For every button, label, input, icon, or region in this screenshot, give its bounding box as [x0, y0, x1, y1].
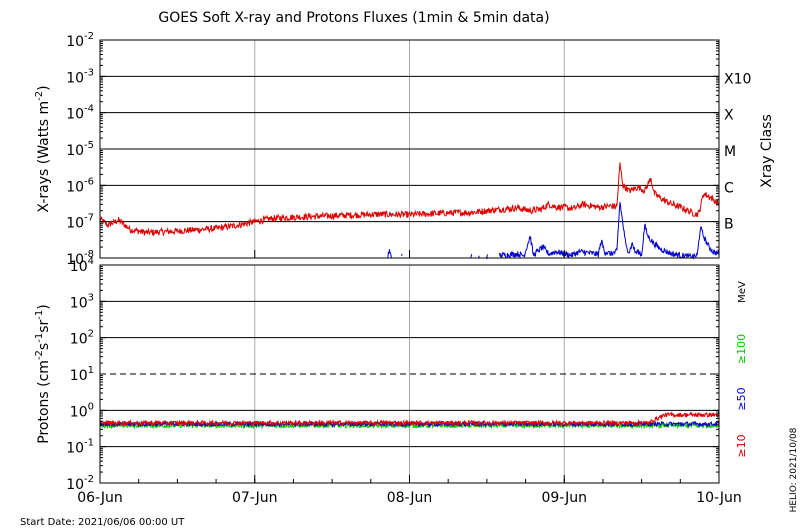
proton-ylabel-sr: sr: [36, 319, 52, 332]
xray-y-tick-label: 10-6: [66, 176, 94, 195]
proton-panel: 10-2 10-1 100 101 102 103 104 06-Jun 07-Jun 08-J…: [34, 250, 748, 506]
x-tick-label: 07-Jun: [232, 490, 278, 506]
proton-y-tick-label: 104: [70, 256, 94, 275]
chart-title: GOES Soft X-ray and Protons Fluxes (1min…: [158, 10, 549, 26]
proton-y-tick-label: 102: [70, 329, 94, 348]
x-tick-label: 09-Jun: [541, 490, 587, 506]
proton-gridlines: [100, 265, 719, 483]
proton-ylabel-exp1: -2: [34, 350, 45, 360]
proton-ylabel-close: ): [36, 304, 52, 309]
proton-y-tick-label: 103: [70, 292, 94, 311]
proton-ylabel-s: s: [36, 343, 52, 350]
proton-series: [99, 411, 720, 430]
xray-y-ticks: 10-8 10-7 10-6 10-5 10-4 10-3 10-2: [66, 31, 719, 268]
xray-series: [99, 162, 720, 260]
xray-gridlines: [100, 40, 719, 258]
proton-y-ticks: 10-2 10-1 100 101 102 103 104: [66, 256, 719, 493]
proton-ylabel-exp2: -1: [34, 333, 45, 343]
xray-ylabel-text: X-rays (Watts m: [36, 101, 52, 213]
proton-ylabel-exp3: -1: [34, 310, 45, 320]
xray-y-axis-label: X-rays (Watts m-2): [34, 85, 52, 212]
xray-y-tick-label: 10-4: [66, 104, 94, 123]
xray-class-label: C: [724, 180, 734, 196]
proton-y-tick-label: 101: [70, 365, 94, 384]
proton-y-tick-label: 10-2: [66, 474, 94, 493]
xray-class-label: M: [724, 144, 736, 160]
xray-y-tick-label: 10-5: [66, 140, 94, 159]
xray-class-label: X: [724, 108, 734, 124]
xray-ylabel-exp: -2: [34, 91, 45, 101]
proton-ylabel-text: Protons (cm: [36, 360, 52, 444]
xray-class-axis-label: Xray Class: [759, 114, 775, 188]
x-tick-label: 06-Jun: [77, 490, 123, 506]
proton-y-tick-label: 10-1: [66, 438, 94, 457]
xray-y-tick-label: 10-3: [66, 67, 94, 86]
legend-50mev: ≥50: [735, 387, 748, 410]
xray-class-label: B: [724, 217, 734, 233]
xray-panel: 10-8 10-7 10-6 10-5 10-4 10-3 10-2 B C M X X10 X-r…: [34, 31, 775, 268]
xray-long-channel-line: [99, 162, 720, 237]
legend-10mev: ≥10: [735, 434, 748, 457]
legend-100mev: ≥100: [735, 334, 748, 364]
xray-y-tick-label: 10-2: [66, 31, 94, 50]
x-tick-label: 08-Jun: [387, 490, 433, 506]
mev-unit-label: MeV: [737, 281, 748, 303]
proton-y-axis-label: Protons (cm-2s-1sr-1): [34, 304, 52, 443]
start-date-label: Start Date: 2021/06/06 00:00 UT: [20, 517, 185, 528]
helio-stamp: HELIO: 2021/10/08: [789, 427, 799, 512]
proton-ge10mev-line: [99, 411, 720, 427]
xray-y-tick-label: 10-8: [66, 249, 94, 268]
xray-class-labels: B C M X X10: [724, 71, 751, 232]
xray-ylabel-close: ): [36, 85, 52, 90]
xray-short-channel-line: [387, 202, 720, 260]
xray-class-label: X10: [724, 71, 751, 87]
x-axis-ticks: 06-Jun 07-Jun 08-Jun 09-Jun 10-Jun: [77, 250, 742, 506]
x-tick-label: 10-Jun: [696, 490, 742, 506]
proton-y-tick-label: 100: [70, 401, 94, 420]
xray-y-tick-label: 10-7: [66, 213, 94, 232]
